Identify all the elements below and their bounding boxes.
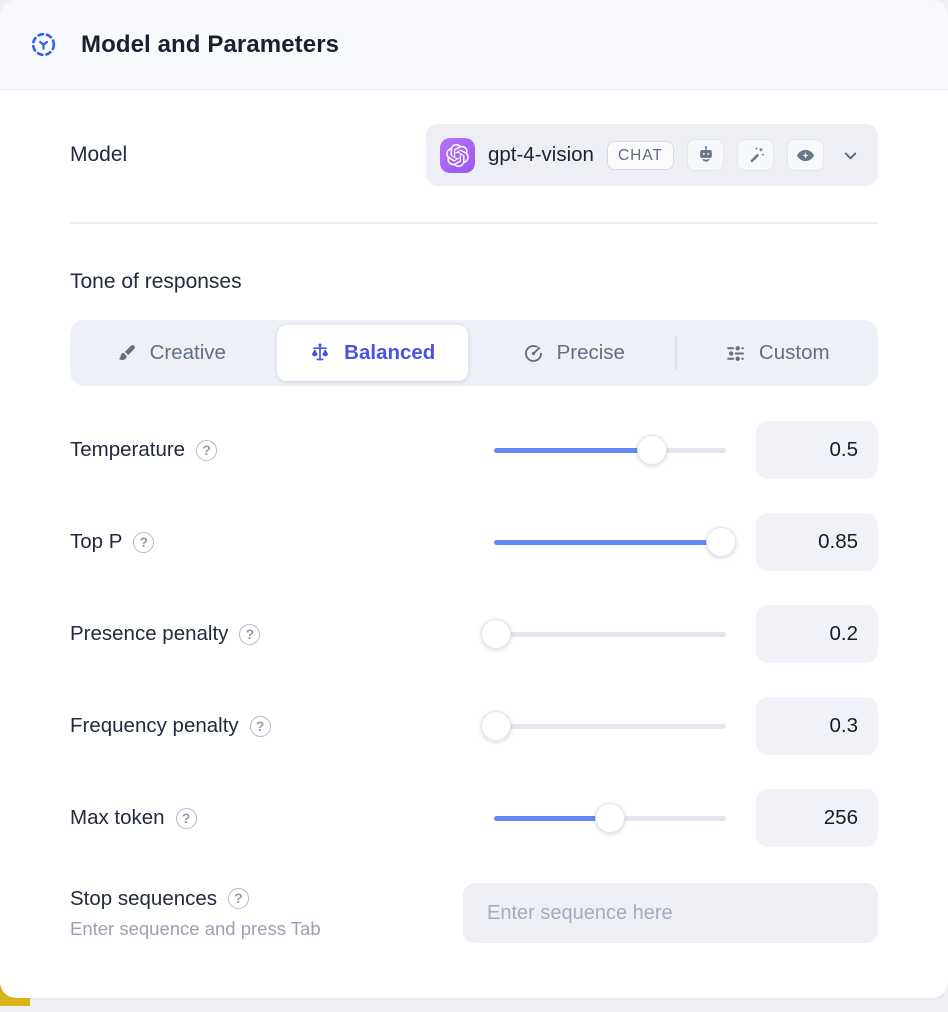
sliders-icon (725, 343, 746, 364)
model-type-badge: CHAT (606, 140, 674, 170)
parameter-value[interactable]: 0.5 (756, 421, 878, 479)
paintbrush-icon (116, 343, 137, 364)
robot-icon (687, 139, 724, 171)
parameter-slider[interactable] (481, 711, 726, 741)
slider-thumb[interactable] (481, 711, 512, 741)
tone-option-balanced[interactable]: Balanced (276, 325, 468, 381)
slider-thumb[interactable] (636, 435, 667, 465)
model-parameters-icon (30, 31, 57, 58)
vision-eye-icon (787, 139, 824, 171)
slider-thumb[interactable] (595, 803, 625, 833)
target-arrow-icon (523, 343, 544, 364)
tone-option-label: Creative (149, 341, 226, 364)
slider-thumb[interactable] (481, 619, 512, 649)
tone-option-label: Custom (758, 341, 830, 364)
slider-fill (494, 815, 610, 821)
balance-scale-icon (309, 342, 331, 364)
help-icon[interactable]: ? (133, 531, 155, 553)
parameter-label: Top P (70, 530, 123, 553)
model-select-dropdown[interactable]: gpt-4-vision CHAT (425, 124, 878, 186)
tone-section-title: Tone of responses (70, 270, 242, 293)
parameter-value[interactable]: 0.2 (756, 605, 878, 663)
parameter-label: Temperature (70, 438, 186, 461)
slider-track (494, 723, 726, 729)
help-icon[interactable]: ? (175, 807, 197, 829)
panel-title: Model and Parameters (81, 30, 340, 58)
help-icon[interactable]: ? (196, 439, 218, 461)
model-label: Model (70, 143, 128, 166)
slider-thumb[interactable] (706, 527, 737, 557)
parameter-label: Max token (70, 806, 165, 829)
help-icon[interactable]: ? (239, 623, 261, 645)
parameter-label: Presence penalty (70, 622, 229, 645)
parameter-row: Temperature ? 0.5 (70, 419, 878, 481)
segment-divider (674, 336, 677, 370)
help-icon[interactable]: ? (228, 888, 250, 909)
tone-option-label: Precise (556, 341, 625, 364)
stop-sequences-hint: Enter sequence and press Tab (70, 917, 321, 939)
parameter-slider[interactable] (494, 527, 737, 557)
slider-fill (494, 539, 722, 545)
parameter-label: Frequency penalty (70, 714, 239, 737)
parameter-value[interactable]: 256 (756, 789, 878, 847)
help-icon[interactable]: ? (249, 715, 271, 737)
parameter-value[interactable]: 0.3 (756, 697, 878, 755)
parameter-value[interactable]: 0.85 (756, 513, 878, 571)
panel-header: Model and Parameters (0, 0, 948, 90)
parameter-row: Top P ? 0.85 (70, 511, 878, 573)
openai-logo-icon (439, 137, 475, 173)
parameter-slider[interactable] (494, 435, 726, 465)
tone-segmented-control: Creative Balanced (70, 320, 878, 386)
parameter-list: Temperature ? 0.5 Top P ? (70, 419, 878, 849)
magic-wand-icon (737, 139, 774, 171)
tone-option-label: Balanced (344, 341, 436, 364)
tone-option-precise[interactable]: Precise (478, 325, 670, 381)
slider-track (494, 631, 726, 637)
section-divider (70, 222, 878, 224)
stop-sequence-input[interactable] (463, 883, 878, 943)
parameter-row: Frequency penalty ? 0.3 (70, 695, 878, 757)
tone-option-creative[interactable]: Creative (75, 325, 267, 381)
slider-fill (494, 447, 652, 453)
stop-sequences-label: Stop sequences (70, 886, 218, 910)
chevron-down-icon (841, 146, 860, 165)
selected-model-name: gpt-4-vision (487, 143, 594, 166)
parameter-slider[interactable] (481, 619, 726, 649)
parameter-slider[interactable] (494, 803, 726, 833)
parameter-row: Presence penalty ? 0.2 (70, 603, 878, 665)
tone-option-custom[interactable]: Custom (682, 325, 874, 381)
parameter-row: Max token ? 256 (70, 787, 878, 849)
model-row: Model gpt-4-vision CHAT (70, 124, 878, 186)
stop-sequences-row: Stop sequences ? Enter sequence and pres… (70, 883, 878, 943)
